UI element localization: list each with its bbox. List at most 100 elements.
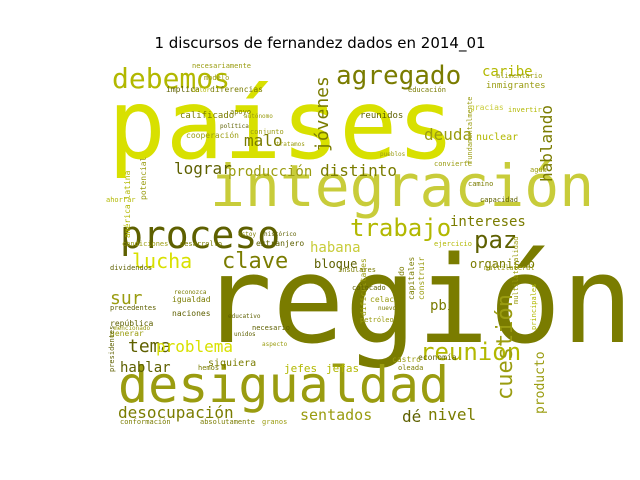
word-hablar: hablar [120, 360, 171, 376]
word-potencial: potencial [139, 156, 148, 200]
word-hablando: hablando [537, 105, 556, 182]
word-insulares: insulares [338, 266, 376, 274]
word-aspecto: aspecto [262, 341, 288, 348]
word-necesario: necesario [252, 324, 290, 332]
word-reunidos: reunidos [360, 111, 403, 121]
word-generar: generar [110, 329, 144, 338]
word-republica: república [110, 319, 154, 328]
word-jefes: jefes [284, 362, 317, 375]
word-autonomo: autónomo [244, 113, 273, 120]
word-organismo: organismo [470, 257, 535, 271]
word-fundamentalmente: fundamentalmente [466, 97, 474, 164]
word-celac: celac [370, 295, 394, 304]
word-educacion: educación [408, 86, 446, 94]
word-lucha: lucha [132, 249, 192, 273]
word-tema: tema [128, 336, 171, 357]
word-caribe: caribe [482, 64, 533, 80]
word-reunion: reunión [420, 338, 521, 366]
word-produccion: producción [228, 164, 312, 180]
word-educativo: educativo [228, 313, 261, 320]
word-sentados: sentados [300, 406, 372, 424]
word-producto: producto [533, 351, 548, 414]
word-integracion: integración [210, 152, 594, 220]
word-capacidad: capacidad [480, 196, 518, 204]
word-clave: clave [222, 249, 288, 274]
word-convierte: convierte [434, 160, 472, 168]
word-necesariamente: necesariamente [192, 62, 251, 70]
word-desarrollo: desarrollo [180, 240, 222, 248]
word-tratamos: tratamos [276, 141, 305, 148]
word-nivel: nivel [428, 405, 476, 424]
word-estoy: estoy [238, 231, 256, 238]
word-deuda: deuda [424, 125, 472, 144]
word-igualdad: igualdad [172, 295, 211, 304]
word-inmigrantes: inmigrantes [486, 81, 546, 91]
word-debemos: debemos [112, 62, 230, 95]
word-mencionado: mencionado [114, 325, 151, 332]
word-capitales: capitales [407, 256, 416, 300]
word-colocado: colocado [352, 284, 386, 292]
word-de: dé [402, 407, 421, 426]
word-diferencias: diferencias [210, 85, 263, 94]
word-paises: países [108, 69, 455, 181]
word-gracias: gracias [470, 103, 504, 112]
word-extranjero: extranjero [256, 239, 304, 248]
word-modelo: modelo [204, 74, 229, 82]
word-ahorrar: ahorrar [106, 196, 136, 204]
word-apoyo: apoyo [230, 108, 251, 116]
word-intereses: intereses [450, 214, 526, 230]
word-implica: implica [166, 85, 200, 94]
word-lograr: lograr [174, 159, 232, 178]
word-america-latina: américa latina [122, 170, 132, 238]
word-paz: paz [474, 226, 517, 254]
word-granos: granos [262, 418, 287, 426]
word-condiciones: condiciones [122, 240, 168, 248]
word-unidos: unidos [234, 331, 256, 338]
word-proceso: proceso [120, 213, 280, 257]
chart-title: 1 discursos de fernandez dados en 2014_0… [154, 34, 486, 52]
word-ejercicio: ejercicio [434, 240, 472, 248]
word-dividendos: dividendos [110, 264, 152, 272]
word-petroleo: petróleo [360, 316, 394, 324]
word-jovenes: jóvenes [312, 76, 333, 152]
word-nuevo: nuevo [378, 305, 396, 312]
word-hemos: hemos [198, 364, 219, 372]
word-conjunto: conjunto [250, 128, 284, 136]
word-problema: problema [156, 337, 233, 356]
word-alimentario: alimentario [496, 72, 542, 80]
word-desigualdad: desigualdad [118, 356, 449, 414]
word-bloque: bloque [314, 257, 357, 271]
word-dolor: dolor [192, 87, 210, 94]
word-sur: sur [110, 288, 143, 309]
word-pueblos: pueblos [380, 151, 406, 158]
word-region: región [200, 232, 633, 371]
word-invertir: invertir [508, 106, 542, 114]
word-castro: castro [392, 355, 421, 364]
word-jefas: jefas [326, 362, 359, 375]
word-historico: histórico [264, 231, 297, 238]
word-mercado: mercado [397, 266, 406, 300]
word-agregado: agregado [336, 61, 461, 91]
word-multilateral: multilateral [484, 264, 535, 272]
word-precedentes: precedentes [110, 304, 156, 312]
word-malo: malo [244, 131, 283, 150]
word-multilateralidad: multilateralidad [512, 237, 520, 304]
word-calificado: calificado [180, 111, 234, 121]
word-siquiera: siquiera [208, 358, 256, 369]
word-distinto: distinto [320, 161, 397, 180]
word-absolutamente: absolutamente [200, 418, 255, 426]
word-cooperacion: cooperación [186, 130, 239, 140]
word-presidentes: presidentes [108, 326, 116, 372]
word-desocupacion: desocupación [118, 403, 234, 422]
word-oleada: oleada [398, 364, 423, 372]
word-dificultades: dificultades [359, 258, 368, 316]
word-habana: habana [310, 240, 361, 256]
word-camino: camino [468, 180, 493, 188]
word-cuestion: cuestión [493, 294, 518, 400]
word-conformacion: conformación [120, 418, 171, 426]
word-principales: principales [530, 284, 538, 330]
word-economia: economía [418, 353, 457, 362]
word-agua: agua [530, 166, 547, 174]
word-construir: construir [417, 256, 426, 300]
